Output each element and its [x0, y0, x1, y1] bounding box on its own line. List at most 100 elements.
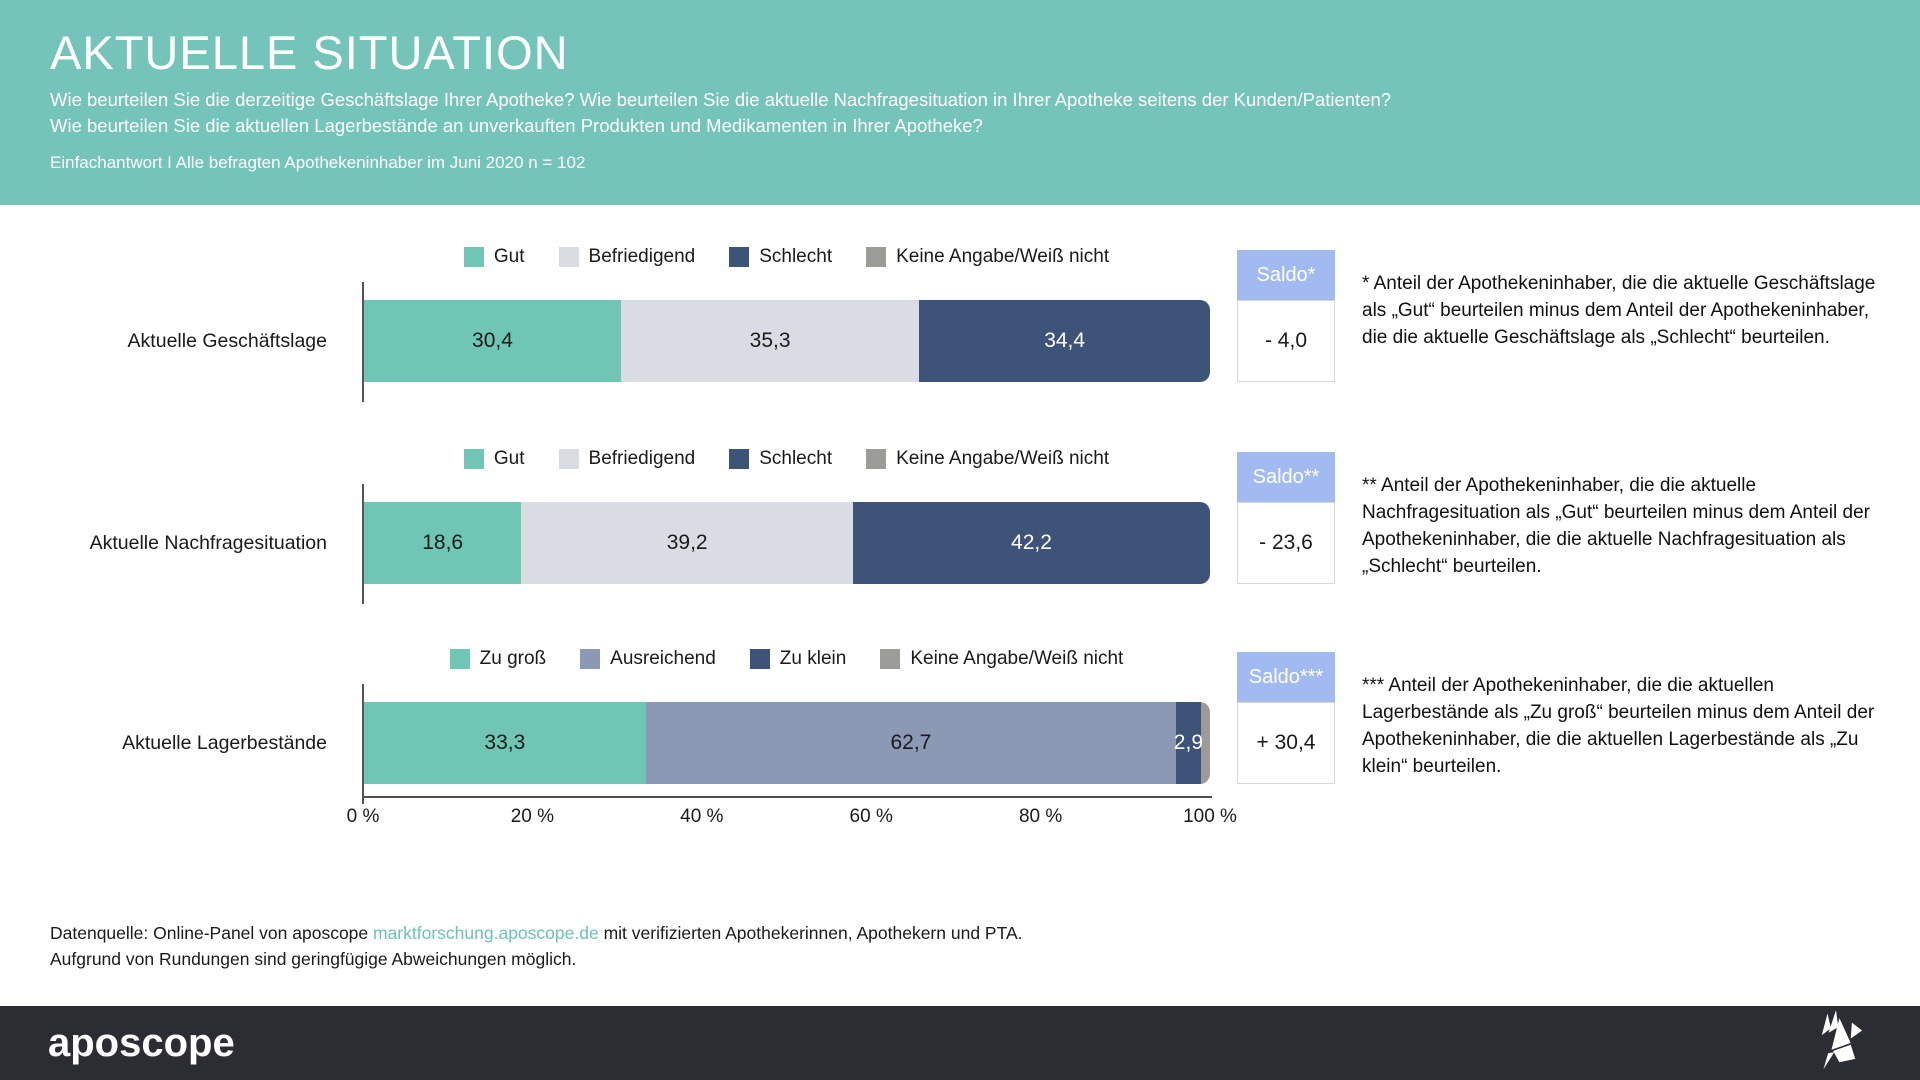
- y-axis-line: [362, 282, 364, 402]
- legend-swatch: [866, 449, 887, 469]
- brand-bar: aposcope: [0, 1006, 1920, 1080]
- x-axis-tick-label: 100 %: [1183, 806, 1237, 827]
- bar-segment-value: 42,2: [1011, 531, 1052, 554]
- x-axis-ticks: 0 % 20 % 40 % 60 % 80 % 100 %: [347, 806, 1237, 832]
- chart-row: Zu groß Ausreichend Zu klein Keine Angabe/W…: [0, 645, 1920, 815]
- bar-segment-value: 62,7: [890, 731, 932, 754]
- page-title: AKTUELLE SITUATION: [50, 26, 569, 79]
- aposcope-panel-link[interactable]: marktforschung.aposcope.de: [373, 923, 599, 943]
- header-question-line2: Wie beurteilen Sie die aktuellen Lagerbe…: [50, 115, 983, 137]
- legend-label: Befriedigend: [588, 246, 696, 267]
- legend-swatch: [749, 649, 770, 669]
- legend-item: Schlecht: [729, 448, 832, 470]
- annotation: * Anteil der Apothekeninhaber, die die a…: [1362, 273, 1876, 348]
- legend-item: Zu klein: [749, 648, 847, 670]
- legend-item: Keine Angabe/Weiß nicht: [866, 246, 1109, 268]
- legend-swatch: [558, 449, 579, 469]
- bar-segment: [1200, 702, 1210, 784]
- bar-segment: 39,2: [521, 502, 853, 584]
- saldo-box: Saldo** - 23,6: [1237, 452, 1335, 584]
- footer-note: Datenquelle: Online-Panel von aposcope m…: [50, 920, 1023, 972]
- legend-label: Zu groß: [479, 648, 547, 669]
- origami-bird-icon: [1821, 1010, 1863, 1070]
- legend-label: Gut: [493, 448, 525, 469]
- saldo-box: Saldo*** + 30,4: [1237, 652, 1335, 784]
- legend: Zu groß Ausreichend Zu klein Keine Angabe/W…: [363, 645, 1210, 673]
- x-axis-line: [363, 796, 1212, 798]
- chart-row: Gut Befriedigend Schlecht Keine Angabe/Weiß…: [0, 445, 1920, 615]
- rounding-note: Aufgrund von Rundungen sind geringfügige…: [50, 949, 577, 969]
- legend-swatch: [558, 247, 579, 267]
- bar-segment: 30,4: [364, 300, 621, 382]
- annotation: *** Anteil der Apothekeninhaber, die die…: [1362, 675, 1875, 777]
- data-source-prefix: Datenquelle: Online-Panel von aposcope: [50, 923, 373, 943]
- saldo-value: - 4,0: [1237, 300, 1335, 382]
- bar-segment-value: 34,4: [1044, 329, 1086, 352]
- bar-segment: 18,6: [364, 502, 522, 584]
- bar-segment: 2,9: [1173, 702, 1204, 784]
- x-axis-tick-label: 60 %: [849, 806, 893, 827]
- bar-segment: 34,4: [919, 300, 1210, 382]
- legend-swatch: [729, 449, 750, 469]
- bar-segment-value: 2,9: [1173, 731, 1204, 754]
- stacked-bar: 18,6 39,2 42,2: [364, 502, 1210, 584]
- header-questions: Wie beurteilen Sie die derzeitige Geschä…: [50, 87, 1870, 139]
- data-source-line: Datenquelle: Online-Panel von aposcope m…: [50, 920, 1023, 946]
- y-axis-line: [362, 484, 364, 604]
- header-question-line1: Wie beurteilen Sie die derzeitige Geschä…: [50, 89, 1392, 111]
- x-axis-tick-label: 40 %: [680, 806, 724, 827]
- x-axis-tick-label: 80 %: [1018, 806, 1063, 827]
- legend-item: Keine Angabe/Weiß nicht: [866, 448, 1109, 470]
- legend-label: Keine Angabe/Weiß nicht: [910, 648, 1124, 669]
- legend-label: Zu klein: [779, 648, 847, 669]
- legend: Gut Befriedigend Schlecht Keine Angabe/Weiß…: [363, 243, 1210, 271]
- chart-row-label: Aktuelle Nachfragesituation: [89, 531, 327, 554]
- x-axis-tick-label: 20 %: [510, 806, 555, 827]
- bar-segment-value: 39,2: [666, 531, 708, 554]
- legend-swatch: [580, 649, 601, 669]
- legend-swatch: [866, 247, 887, 267]
- saldo-box: Saldo* - 4,0: [1237, 250, 1335, 382]
- header-band: AKTUELLE SITUATION Wie beurteilen Sie di…: [0, 0, 1920, 205]
- data-source-suffix: mit verifizierten Apothekerinnen, Apothe…: [598, 923, 1023, 943]
- survey-meta: Einfachantwort I Alle befragten Apotheke…: [50, 153, 586, 173]
- legend-item: Ausreichend: [580, 648, 716, 670]
- bar-segment-value: 30,4: [472, 329, 513, 352]
- bar-segment: 62,7: [645, 702, 1177, 784]
- chart-row-label: Aktuelle Lagerbestände: [122, 731, 327, 754]
- y-axis-line: [362, 684, 364, 804]
- stacked-bar: 30,4 35,3 34,4: [364, 300, 1210, 382]
- legend-label: Gut: [493, 246, 525, 267]
- saldo-value: + 30,4: [1237, 702, 1335, 784]
- legend-label: Schlecht: [759, 246, 833, 267]
- legend-swatch: [729, 247, 750, 267]
- bar-segment-value: 33,3: [484, 731, 526, 754]
- legend-swatch: [463, 449, 484, 469]
- legend-label: Keine Angabe/Weiß nicht: [896, 246, 1110, 267]
- legend-label: Befriedigend: [588, 448, 696, 469]
- legend-item: Befriedigend: [558, 448, 696, 470]
- saldo-header: Saldo**: [1237, 452, 1335, 502]
- legend-item: Schlecht: [729, 246, 832, 268]
- bar-segment: 33,3: [364, 702, 646, 784]
- saldo-header: Saldo***: [1237, 652, 1335, 702]
- legend-label: Keine Angabe/Weiß nicht: [896, 448, 1110, 469]
- bar-segment: 35,3: [620, 300, 920, 382]
- stacked-bar: 33,3 62,7 2,9: [364, 702, 1210, 784]
- x-axis-tick-label: 0 %: [346, 806, 380, 827]
- legend-item: Gut: [463, 246, 525, 268]
- legend-swatch: [449, 649, 470, 669]
- legend-swatch: [880, 649, 901, 669]
- legend-label: Schlecht: [759, 448, 833, 469]
- legend-item: Keine Angabe/Weiß nicht: [880, 648, 1123, 670]
- legend-item: Zu groß: [449, 648, 547, 670]
- chart-row-label: Aktuelle Geschäftslage: [127, 329, 327, 352]
- legend-item: Gut: [463, 448, 525, 470]
- bar-segment-value: 35,3: [749, 329, 791, 352]
- chart-row: Gut Befriedigend Schlecht Keine Angabe/Weiß…: [0, 243, 1920, 413]
- annotation: ** Anteil der Apothekeninhaber, die die …: [1362, 475, 1870, 577]
- legend: Gut Befriedigend Schlecht Keine Angabe/Weiß…: [363, 445, 1210, 473]
- legend-label: Ausreichend: [610, 648, 716, 669]
- bar-segment-value: 18,6: [422, 531, 464, 554]
